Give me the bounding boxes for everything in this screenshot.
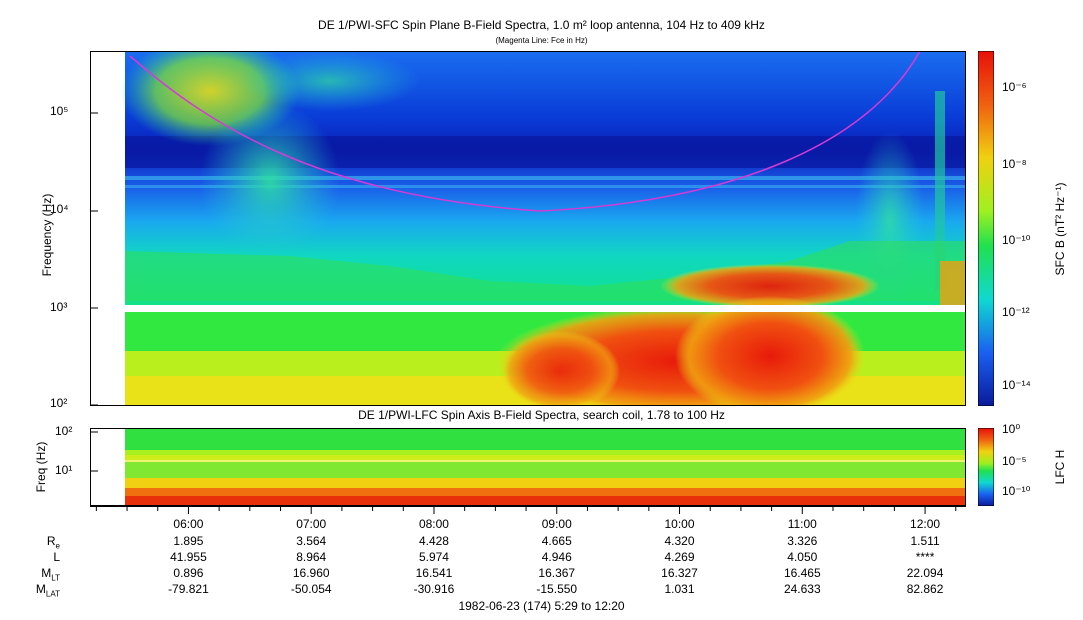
time-caption: 1982-06-23 (174) 5:29 to 12:20 xyxy=(458,599,625,613)
ephemeris-value: 22.094 xyxy=(906,566,944,580)
ephemeris-value: 4.665 xyxy=(541,534,572,548)
ephemeris-value: 4.428 xyxy=(418,534,449,548)
sfc-ytick-1000: 10³ xyxy=(50,300,68,314)
ephemeris-value: 0.896 xyxy=(173,566,204,580)
sfc-ytick-100000: 10⁵ xyxy=(50,104,69,118)
sfc-subtitle: (Magenta Line: Fce in Hz) xyxy=(495,36,588,45)
ephemeris-label: Re xyxy=(46,534,60,551)
lfc-ytick-100: 10² xyxy=(55,424,73,438)
sfc-cbar-tick-4: 10⁻¹² xyxy=(1002,305,1030,319)
lfc-ytick-10: 10¹ xyxy=(55,463,73,477)
ephemeris-value: 1.895 xyxy=(173,534,204,548)
ephemeris-label: L xyxy=(53,550,60,564)
ephemeris-value: 16.960 xyxy=(292,566,330,580)
ephemeris-value: 8.964 xyxy=(296,550,327,564)
ephemeris-value: 16.541 xyxy=(415,566,453,580)
time-tick-label: 09:00 xyxy=(541,517,572,531)
sfc-cbar-tick-5: 10⁻¹⁴ xyxy=(1002,378,1031,392)
ephemeris-value: 82.862 xyxy=(906,582,944,596)
sfc-cbar-tick-2: 10⁻⁸ xyxy=(1002,157,1027,171)
ephemeris-values: 1.895 3.564 4.428 4.665 4.320 3.326 1.511 41.95… xyxy=(0,534,1083,598)
lfc-title: DE 1/PWI-LFC Spin Axis B-Field Spectra, … xyxy=(358,408,725,422)
ephemeris-value: 16.327 xyxy=(661,566,698,580)
ephemeris-value: 16.465 xyxy=(783,566,821,580)
ephemeris-value: **** xyxy=(915,550,935,564)
ephemeris-value: 3.564 xyxy=(296,534,327,548)
sfc-cbar-tick-3: 10⁻¹⁰ xyxy=(1002,233,1031,247)
ephemeris-label: MLAT xyxy=(35,582,60,599)
ephemeris-value: 5.974 xyxy=(418,550,449,564)
sfc-colorbar xyxy=(978,51,994,406)
time-tick-label: 12:00 xyxy=(910,517,941,531)
sfc-spectrogram xyxy=(90,51,966,406)
ephemeris-value: -30.916 xyxy=(413,582,455,596)
time-tick-label: 06:00 xyxy=(173,517,204,531)
ephemeris-value: 4.320 xyxy=(664,534,695,548)
lfc-cbar-tick-3: 10⁻¹⁰ xyxy=(1002,484,1031,498)
ephemeris-value: 3.326 xyxy=(787,534,818,548)
lfc-spectrogram xyxy=(90,428,966,506)
ephemeris-value: 16.367 xyxy=(538,566,576,580)
time-tick-label: 08:00 xyxy=(418,517,449,531)
time-tick-labels: 06:00 07:00 08:00 09:00 10:00 11:00 12:00 xyxy=(0,517,1083,533)
time-tick-label: 07:00 xyxy=(296,517,327,531)
ephemeris-value: 1.511 xyxy=(910,534,940,548)
lfc-cbar-tick-1: 10⁰ xyxy=(1002,422,1021,436)
ephemeris-value: 4.050 xyxy=(787,550,818,564)
ephemeris-value: 24.633 xyxy=(783,582,821,596)
lfc-cbar-tick-2: 10⁻⁵ xyxy=(1002,454,1027,468)
ephemeris-value: -79.821 xyxy=(168,582,209,596)
ephemeris-value: 41.955 xyxy=(170,550,207,564)
ephemeris-label: MLT xyxy=(41,566,60,583)
sfc-cbar-label: SFC B (nT² Hz⁻¹) xyxy=(1053,182,1067,276)
sfc-ylabel: Frequency (Hz) xyxy=(40,193,54,277)
lfc-ylabel: Freq (Hz) xyxy=(34,441,48,493)
ephemeris-value: 1.031 xyxy=(664,582,695,596)
ephemeris-value: -50.054 xyxy=(290,582,332,596)
time-tick-label: 10:00 xyxy=(664,517,695,531)
time-tick-label: 11:00 xyxy=(787,517,817,531)
ephemeris-value: -15.550 xyxy=(536,582,578,596)
ephemeris-value: 4.269 xyxy=(664,550,695,564)
time-axis xyxy=(90,506,966,514)
sfc-title: DE 1/PWI-SFC Spin Plane B-Field Spectra,… xyxy=(318,18,765,32)
lfc-colorbar xyxy=(978,428,994,506)
sfc-cbar-tick-1: 10⁻⁶ xyxy=(1002,80,1027,94)
ephemeris-value: 4.946 xyxy=(541,550,572,564)
sfc-ytick-100: 10² xyxy=(50,396,68,410)
lfc-cbar-label: LFC H xyxy=(1053,449,1067,485)
sfc-ytick-10000: 10⁴ xyxy=(50,202,69,216)
